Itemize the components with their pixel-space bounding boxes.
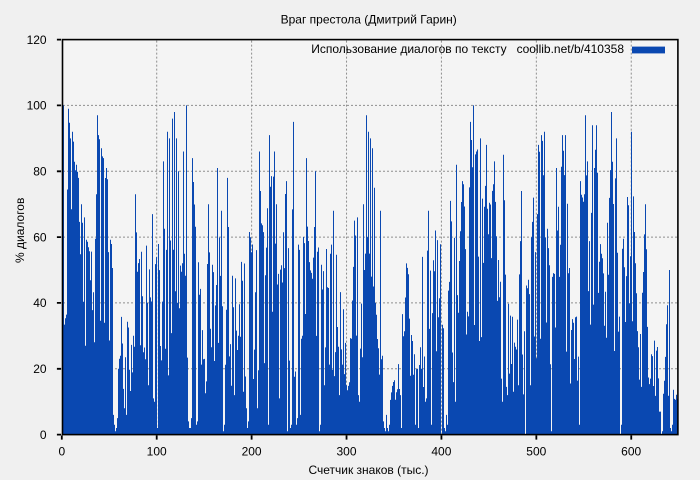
svg-text:500: 500 [526,444,546,458]
svg-text:300: 300 [336,444,356,458]
svg-text:100: 100 [147,444,167,458]
svg-text:0: 0 [40,428,47,442]
svg-text:20: 20 [33,362,47,376]
svg-text:Враг престола (Дмитрий Гарин): Враг престола (Дмитрий Гарин) [281,12,457,26]
svg-text:400: 400 [431,444,451,458]
svg-text:120: 120 [27,33,47,47]
svg-text:600: 600 [621,444,641,458]
svg-text:200: 200 [242,444,262,458]
svg-text:0: 0 [58,444,65,458]
svg-text:80: 80 [33,165,47,179]
svg-text:Счетчик знаков (тыс.): Счетчик знаков (тыс.) [308,463,428,477]
svg-text:100: 100 [27,99,47,113]
svg-text:60: 60 [33,230,47,244]
svg-text:% диалогов: % диалогов [13,198,27,263]
svg-text:Использование диалогов по текс: Использование диалогов по тексту coollib… [311,42,624,56]
svg-text:40: 40 [33,296,47,310]
